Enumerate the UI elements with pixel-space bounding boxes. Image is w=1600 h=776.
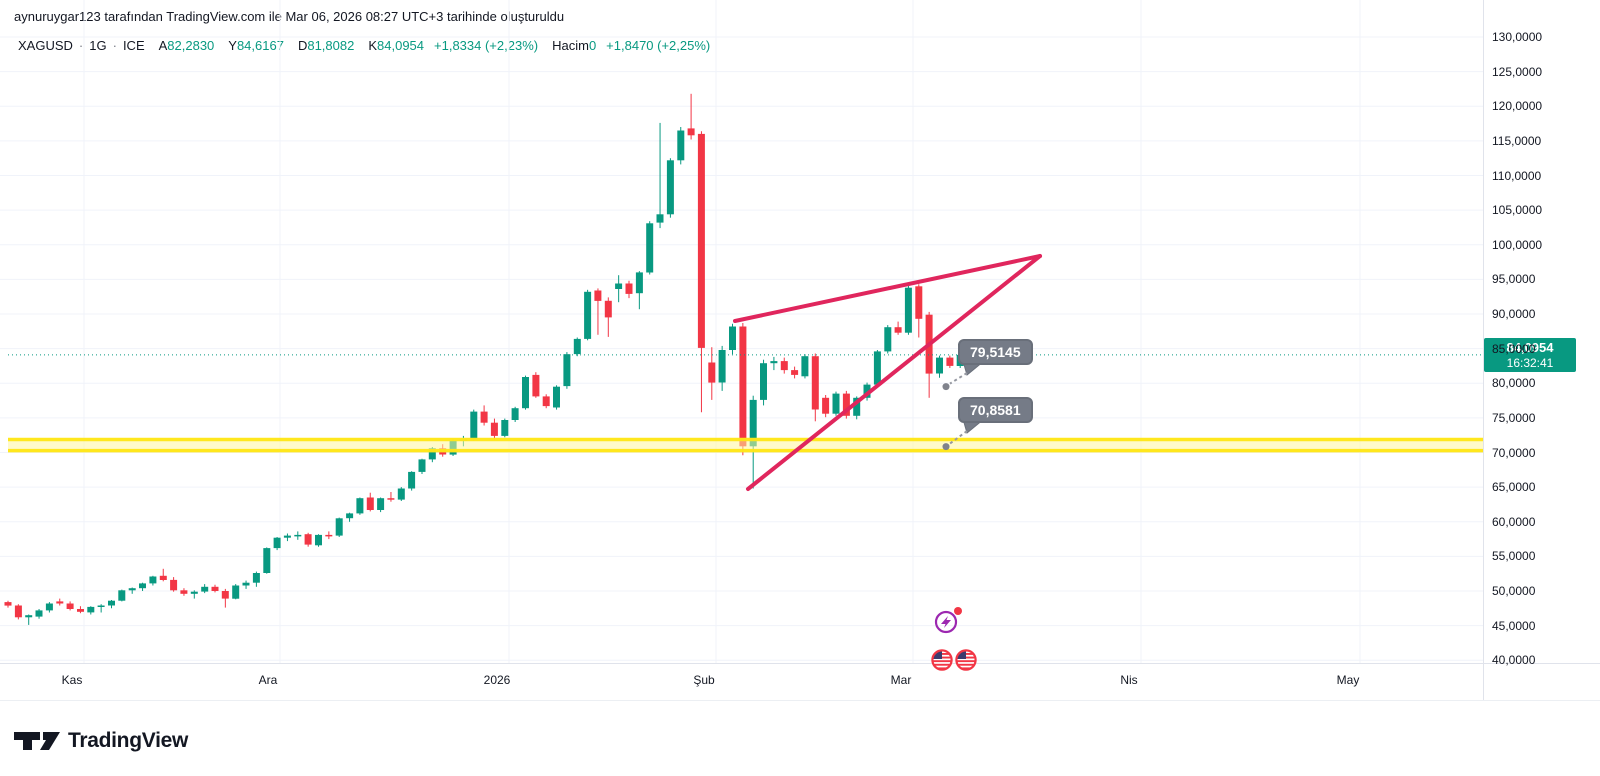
volume-change: +1,8470 (+2,25%) [606,38,711,53]
attribution-text: aynuruygar123 tarafından TradingView.com… [14,9,565,24]
price-axis-label: 75,0000 [1492,411,1536,425]
price-axis-label: 125,0000 [1492,65,1543,79]
economic-events-icons[interactable] [920,600,1000,680]
time-axis-label: Nis [1120,673,1138,687]
legend-separator: · [78,38,84,53]
price-change: +1,8334 (+2,23%) [434,38,539,53]
ohlc-high: Y84,6167 [228,38,284,53]
time-axis-label: Kas [61,673,83,687]
price-note-70[interactable]: 70,8581 [958,397,1033,423]
legend-separator: · [112,38,117,53]
time-axis-separator [0,663,1600,664]
time-axis-label: May [1336,673,1360,687]
bottom-strip-separator [0,700,1600,701]
volume-value: 0 [588,38,597,53]
price-axis-label: 95,0000 [1492,272,1536,286]
price-axis-label: 130,0000 [1492,30,1543,44]
symbol-name[interactable]: XAGUSD [18,38,73,53]
time-axis-label: Ara [258,673,278,687]
price-axis-label: 50,0000 [1492,584,1536,598]
candlestick-series [4,93,964,625]
ohlc-close: K84,0954 [368,38,425,53]
price-note-79[interactable]: 79,5145 [958,339,1033,365]
price-axis-label: 110,0000 [1492,169,1542,183]
price-axis-label: 80,0000 [1492,376,1536,390]
price-axis-label: 60,0000 [1492,515,1536,529]
horizontal-band-drawing[interactable] [8,437,1483,453]
tradingview-logo[interactable]: TradingView [14,729,188,753]
price-axis-label: 115,0000 [1492,134,1542,148]
volume-label: Hacim [552,38,589,53]
price-axis-label: 70,0000 [1492,446,1536,460]
symbol-legend: XAGUSD · 1G · ICE A82,2830 Y84,6167 D81,… [18,38,710,53]
candlestick-chart-canvas[interactable] [0,0,1483,663]
economic-event-lightning-icon[interactable] [934,607,962,634]
symbol-timeframe[interactable]: 1G [89,38,107,53]
us-flag-event-icon[interactable] [955,649,977,671]
ohlc-low: D81,8082 [297,38,355,53]
us-flag-event-icon[interactable] [931,649,953,671]
time-axis-label: Mar [890,673,912,687]
time-axis-label: 2026 [483,673,511,687]
time-axis[interactable]: Kas Ara 2026 Şub Mar Nis May [0,663,1600,700]
price-axis[interactable]: 84,0954 16:32:41 130,0000 125,0000 120,000… [1484,0,1600,667]
current-price-value: 84,0954 [1506,340,1554,355]
price-axis-label: 85,0000 [1492,342,1536,356]
price-axis-label: 65,0000 [1492,480,1536,494]
price-axis-label: 105,0000 [1492,203,1543,217]
price-axis-label: 45,0000 [1492,619,1536,633]
price-axis-label: 90,0000 [1492,307,1536,321]
ohlc-open: A82,2830 [158,38,215,53]
price-axis-separator [1483,0,1484,700]
current-price-label[interactable]: 84,0954 16:32:41 [1484,338,1576,372]
price-axis-label: 100,0000 [1492,238,1543,252]
tradingview-logo-text: TradingView [68,729,189,752]
symbol-exchange: ICE [122,38,145,53]
price-axis-label: 120,0000 [1492,99,1543,113]
triangle-pattern-drawing[interactable] [733,254,1042,491]
price-axis-label: 55,0000 [1492,549,1536,563]
tradingview-logo-mark [14,732,60,750]
price-axis-label: 40,0000 [1492,653,1536,667]
time-axis-label: Şub [693,673,715,687]
bar-countdown: 16:32:41 [1506,356,1554,371]
